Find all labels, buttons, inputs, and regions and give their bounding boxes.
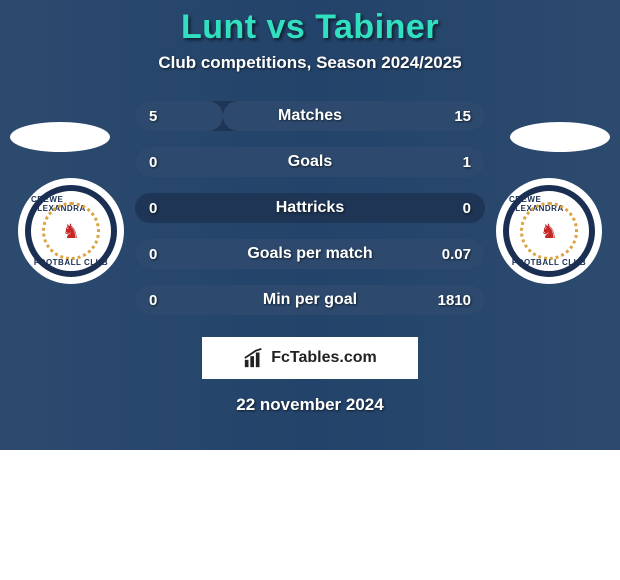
stat-value-left: 0 — [149, 154, 157, 171]
stat-value-left: 0 — [149, 292, 157, 309]
stat-value-left: 5 — [149, 108, 157, 125]
watermark[interactable]: FcTables.com — [202, 337, 418, 379]
club-sub-left: FOOTBALL CLUB — [34, 258, 108, 267]
stat-label: Hattricks — [276, 199, 344, 217]
stat-value-right: 1810 — [438, 292, 471, 309]
subtitle: Club competitions, Season 2024/2025 — [0, 53, 620, 73]
date-label: 22 november 2024 — [0, 395, 620, 415]
stat-label: Goals per match — [247, 245, 372, 263]
stat-row: 0 Min per goal 1810 — [135, 285, 485, 315]
comparison-card: Lunt vs Tabiner Club competitions, Seaso… — [0, 0, 620, 450]
stat-value-left: 0 — [149, 246, 157, 263]
stat-row: 5 Matches 15 — [135, 101, 485, 131]
stat-value-left: 0 — [149, 200, 157, 217]
stat-row: 0 Goals 1 — [135, 147, 485, 177]
stat-row: 0 Hattricks 0 — [135, 193, 485, 223]
club-badge-right: CREWE ALEXANDRA ♞ FOOTBALL CLUB — [496, 178, 602, 284]
stat-value-right: 1 — [463, 154, 471, 171]
stat-label: Goals — [288, 153, 332, 171]
stat-label: Min per goal — [263, 291, 357, 309]
player-left-ellipse — [10, 122, 110, 152]
page-title: Lunt vs Tabiner — [0, 8, 620, 47]
player-right-ellipse — [510, 122, 610, 152]
stat-value-right: 0.07 — [442, 246, 471, 263]
stat-value-right: 0 — [463, 200, 471, 217]
club-badge-left: CREWE ALEXANDRA ♞ FOOTBALL CLUB — [18, 178, 124, 284]
wreath-icon — [42, 202, 100, 260]
stat-fill-right — [223, 101, 486, 131]
watermark-text: FcTables.com — [271, 349, 377, 367]
club-sub-right: FOOTBALL CLUB — [512, 258, 586, 267]
club-badge-left-inner: CREWE ALEXANDRA ♞ FOOTBALL CLUB — [25, 185, 117, 277]
stat-row: 0 Goals per match 0.07 — [135, 239, 485, 269]
wreath-icon — [520, 202, 578, 260]
stat-label: Matches — [278, 107, 342, 125]
stat-value-right: 15 — [454, 108, 471, 125]
club-badge-right-inner: CREWE ALEXANDRA ♞ FOOTBALL CLUB — [503, 185, 595, 277]
chart-icon — [243, 347, 265, 369]
blank-area — [0, 450, 620, 580]
